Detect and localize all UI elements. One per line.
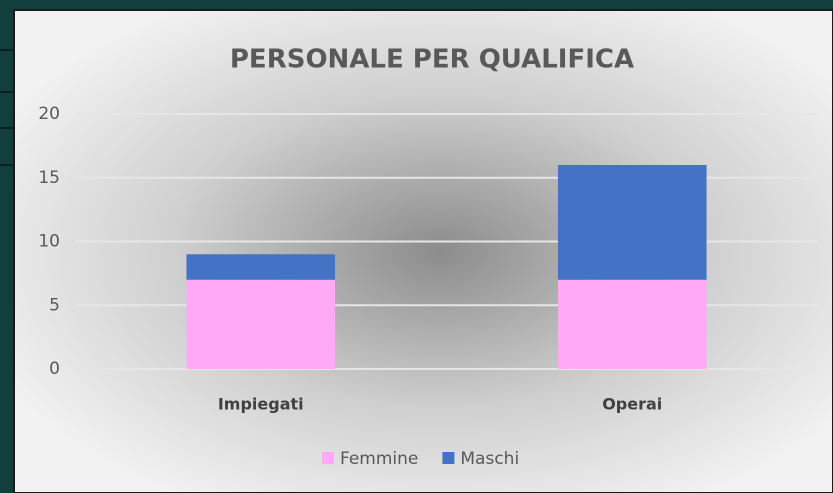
chart-title: PERSONALE PER QUALIFICA [230,45,634,75]
chart-panel [13,9,833,493]
bar-segment [186,279,336,369]
y-tick-label: 5 [49,295,60,315]
y-tick-label: 0 [49,359,60,379]
y-tick-label: 15 [38,168,60,188]
bar-segment [557,279,707,369]
legend-label: Femmine [340,449,418,469]
legend-label: Maschi [460,449,519,469]
bar-segment [186,254,336,280]
legend-swatch [322,452,334,464]
legend-swatch [442,452,455,464]
table-lines [0,49,14,166]
bar-segment [557,165,707,280]
x-tick-label: Impiegati [218,395,304,414]
y-tick-label: 20 [38,104,60,124]
y-tick-label: 10 [38,232,60,252]
x-tick-label: Operai [602,395,662,414]
